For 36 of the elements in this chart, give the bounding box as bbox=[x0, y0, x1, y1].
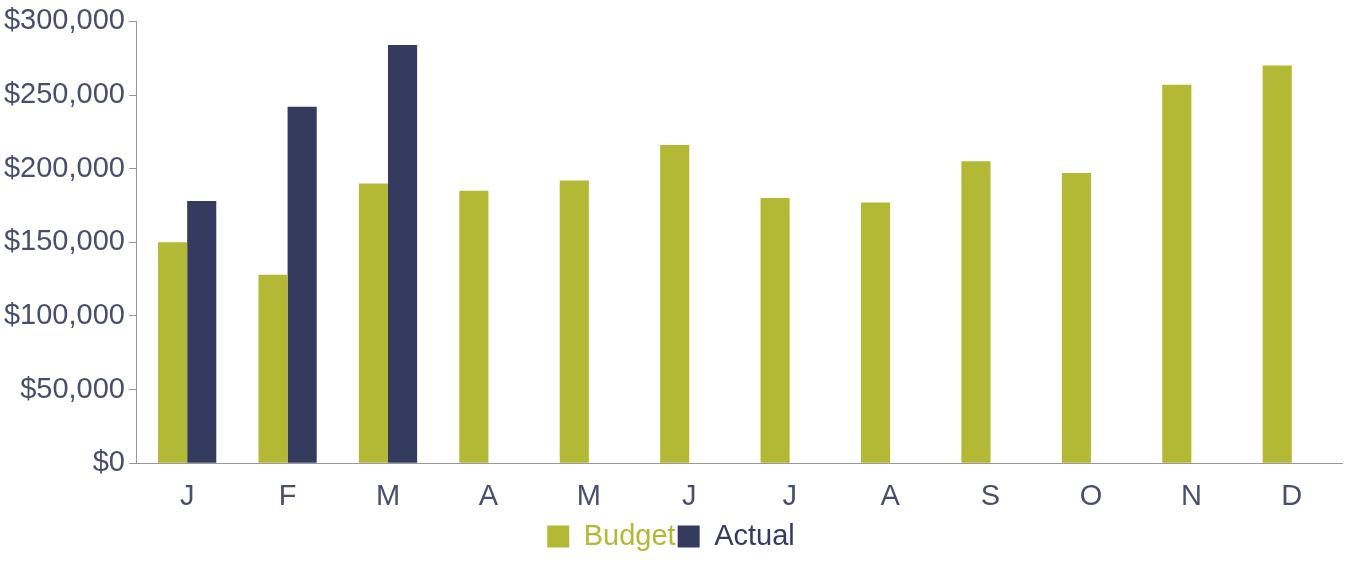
bar bbox=[1262, 65, 1292, 463]
y-tick-label: $250,000 bbox=[3, 77, 125, 110]
x-tick-label: M bbox=[375, 478, 401, 511]
bar bbox=[1061, 173, 1091, 463]
x-tick-label: O bbox=[1079, 478, 1103, 511]
x-tick-label: F bbox=[278, 478, 297, 511]
x-tick-label: J bbox=[782, 478, 797, 511]
x-tick-label: A bbox=[880, 478, 901, 511]
x-tick-label: S bbox=[980, 478, 1001, 511]
y-tick-label: $50,000 bbox=[20, 371, 125, 404]
x-tick-label: M bbox=[576, 478, 601, 511]
y-tick-label: $0 bbox=[92, 445, 125, 478]
legend-label: Actual bbox=[714, 518, 795, 551]
y-tick-label: $200,000 bbox=[3, 150, 125, 183]
bar bbox=[287, 106, 317, 463]
bar bbox=[258, 274, 288, 463]
x-tick-label: A bbox=[478, 478, 499, 511]
x-tick-label: J bbox=[682, 478, 697, 511]
bar bbox=[1162, 84, 1192, 463]
bar bbox=[860, 202, 891, 463]
bar bbox=[760, 198, 790, 463]
x-tick-label: N bbox=[1180, 478, 1202, 511]
legend-label: Budget bbox=[583, 518, 676, 551]
bar bbox=[459, 190, 489, 463]
x-tick-label: J bbox=[179, 478, 195, 511]
x-tick-label: D bbox=[1281, 478, 1303, 511]
bar bbox=[388, 44, 418, 463]
bar bbox=[187, 201, 217, 463]
y-tick-label: $300,000 bbox=[3, 3, 125, 36]
bar bbox=[961, 161, 991, 463]
bar bbox=[358, 183, 389, 463]
y-tick-label: $100,000 bbox=[3, 297, 125, 330]
bar bbox=[559, 180, 589, 463]
bar bbox=[660, 145, 690, 463]
y-tick-label: $150,000 bbox=[3, 224, 125, 257]
bar bbox=[158, 242, 188, 463]
